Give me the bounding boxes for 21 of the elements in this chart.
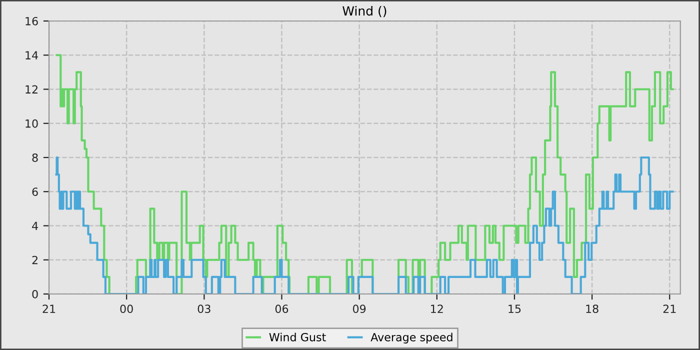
y-tick-label: 14 [26,51,38,60]
legend-label: Average speed [370,332,452,344]
y-tick-label: 4 [32,222,38,230]
y-tick-label: 16 [26,16,38,26]
legend-label: Wind Gust [269,332,326,342]
x-tick-label: 09 [352,304,366,314]
y-tick-label: 12 [26,85,38,94]
x-tick-label: 03 [198,304,210,314]
y-tick-label: 8 [32,153,38,162]
x-tick-label: 00 [120,304,133,314]
x-tick-label: 06 [275,304,288,314]
y-tick-label: 2 [32,256,38,264]
chart-title: Wind () [342,6,386,18]
x-tick-label: 15 [508,304,521,314]
y-tick-label: 0 [32,290,38,298]
y-tick-label: 10 [26,119,38,128]
x-tick-label: 21 [42,304,56,313]
y-tick-label: 6 [32,188,38,196]
x-tick-label: 18 [586,304,598,314]
x-tick-label: 21 [663,304,676,313]
x-tick-label: 12 [431,304,443,313]
